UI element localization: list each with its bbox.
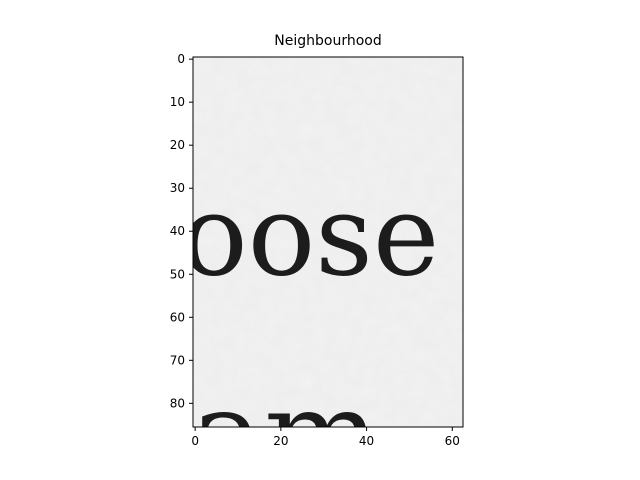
y-tick-label: 10 — [170, 95, 185, 109]
paper-texture — [193, 57, 463, 427]
y-tick-label: 60 — [170, 310, 185, 324]
y-tick-label: 0 — [177, 52, 185, 66]
y-tick-label: 50 — [170, 267, 185, 281]
x-tick-label: 40 — [359, 434, 374, 448]
y-tick-label: 80 — [170, 396, 185, 410]
scanned-word-upper: oose — [180, 171, 439, 301]
scanned-word-lower: am- — [191, 369, 420, 480]
y-tick-label: 30 — [170, 181, 185, 195]
heatmap-image: oose am- — [180, 57, 463, 480]
y-tick-label: 20 — [170, 138, 185, 152]
y-tick-label: 40 — [170, 224, 185, 238]
x-tick-label: 20 — [273, 434, 288, 448]
x-tick-label: 0 — [191, 434, 199, 448]
x-tick-label: 60 — [445, 434, 460, 448]
plot-frame — [192, 56, 464, 428]
chart-title: Neighbourhood — [274, 33, 382, 49]
y-tick-label: 70 — [170, 353, 185, 367]
